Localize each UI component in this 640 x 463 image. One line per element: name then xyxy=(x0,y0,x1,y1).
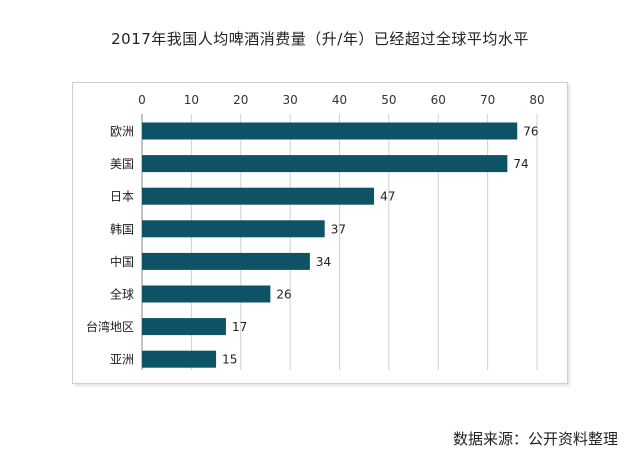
x-tick-label: 50 xyxy=(381,93,396,107)
x-tick-label: 80 xyxy=(529,93,544,107)
data-label: 17 xyxy=(232,320,247,334)
data-label: 37 xyxy=(331,222,346,236)
bar xyxy=(142,155,508,173)
chart-title: 2017年我国人均啤酒消费量（升/年）已经超过全球平均水平 xyxy=(111,30,529,48)
x-tick-label: 60 xyxy=(431,93,446,107)
source-note: 数据来源：公开资料整理 xyxy=(452,430,618,448)
bar xyxy=(142,252,310,270)
category-label: 韩国 xyxy=(110,221,134,236)
category-label: 欧洲 xyxy=(110,125,134,139)
x-tick-label: 40 xyxy=(332,93,347,107)
x-tick-label: 70 xyxy=(480,93,495,107)
data-label: 76 xyxy=(523,125,538,139)
data-label: 34 xyxy=(316,255,331,269)
category-label: 亚洲 xyxy=(110,353,134,367)
category-label: 美国 xyxy=(110,157,134,171)
bar xyxy=(142,318,226,336)
x-tick-label: 20 xyxy=(233,93,248,107)
bar xyxy=(142,220,325,238)
bar xyxy=(142,285,271,303)
x-tick-label: 10 xyxy=(184,93,199,107)
category-label: 全球 xyxy=(110,287,134,302)
category-label: 台湾地区 xyxy=(86,319,134,334)
category-label: 日本 xyxy=(110,190,134,204)
bar xyxy=(142,350,217,368)
data-label: 15 xyxy=(222,353,237,367)
data-label: 47 xyxy=(380,190,395,204)
data-label: 26 xyxy=(276,288,291,302)
x-tick-label: 0 xyxy=(138,93,146,107)
data-label: 74 xyxy=(513,157,528,171)
bar xyxy=(142,122,518,140)
x-tick-label: 30 xyxy=(282,93,297,107)
bar xyxy=(142,187,375,205)
category-label: 中国 xyxy=(110,254,134,269)
